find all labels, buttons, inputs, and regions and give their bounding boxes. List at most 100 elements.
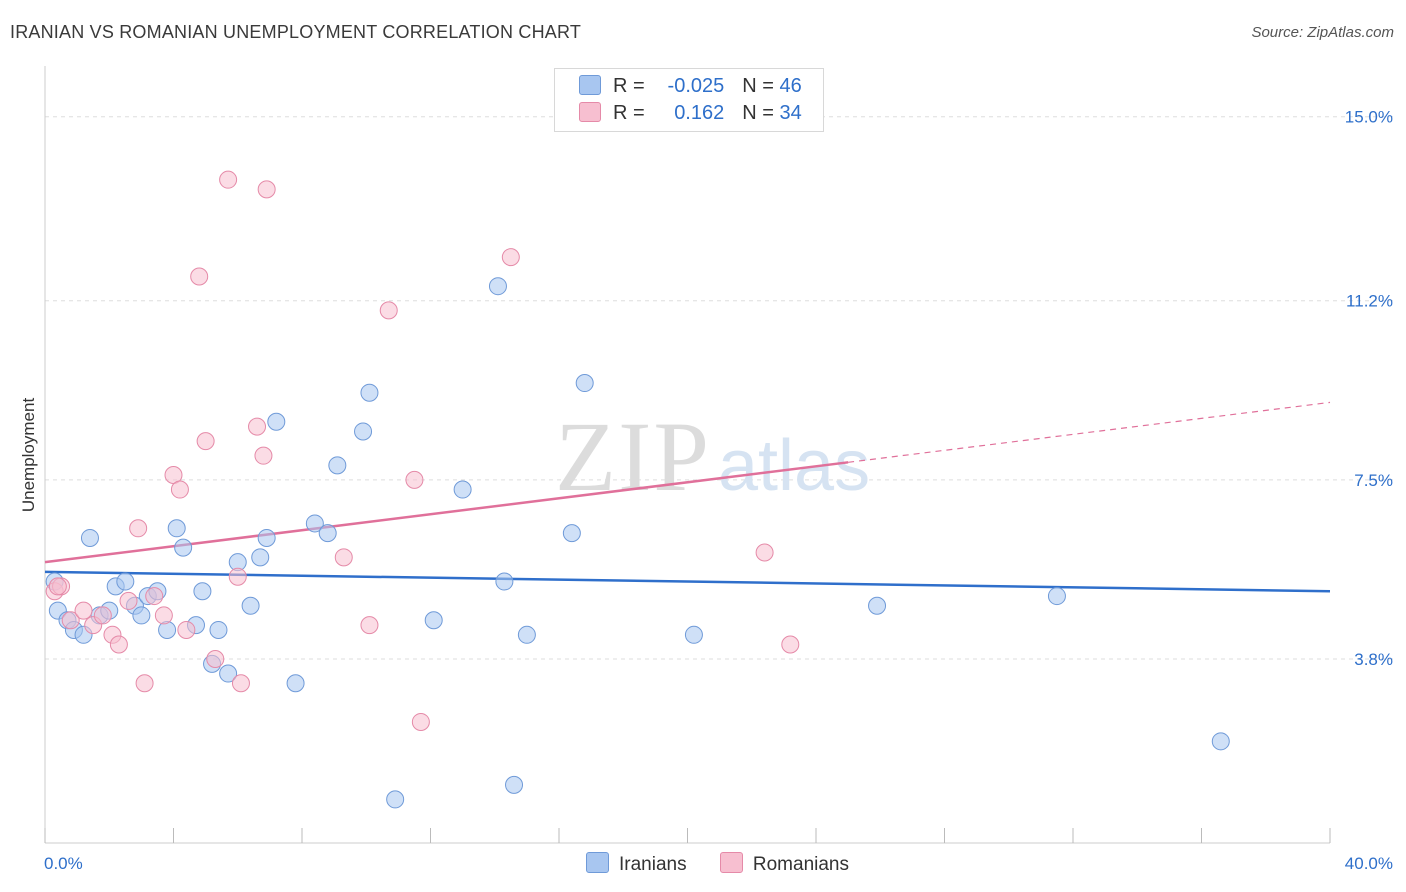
x-tick-label: 0.0% (44, 854, 83, 873)
source-label: Source: ZipAtlas.com (1251, 24, 1394, 41)
y-tick-label: 3.8% (1354, 650, 1393, 669)
point-romanians[interactable] (228, 567, 247, 586)
point-iranians[interactable] (868, 596, 887, 615)
point-iranians[interactable] (562, 524, 581, 543)
point-romanians[interactable] (254, 446, 273, 465)
point-romanians[interactable] (154, 606, 173, 625)
legend-n-value: 34 (779, 102, 802, 124)
point-iranians[interactable] (286, 674, 305, 693)
legend-n-value: 46 (779, 75, 802, 97)
point-romanians[interactable] (61, 611, 80, 630)
watermark: ZIP atlas (555, 401, 870, 512)
series-swatch-romanians (719, 852, 743, 873)
point-romanians[interactable] (257, 180, 276, 199)
legend-row-romanians: R = 0.162 N = 34 (579, 102, 802, 125)
point-iranians[interactable] (241, 596, 260, 615)
point-romanians[interactable] (196, 432, 215, 451)
y-axis-label: Unemployment (19, 398, 38, 513)
trend-line-extension-romanians (848, 401, 1331, 463)
point-iranians[interactable] (575, 374, 594, 393)
point-iranians[interactable] (257, 528, 276, 547)
point-iranians[interactable] (267, 412, 286, 431)
legend-r-label: R = (613, 75, 645, 97)
point-romanians[interactable] (248, 417, 267, 436)
y-tick-label: 7.5% (1354, 471, 1393, 490)
point-romanians[interactable] (379, 301, 398, 320)
legend-r-value: -0.025 (667, 75, 725, 97)
point-iranians[interactable] (209, 620, 228, 639)
legend-n-label: N = (742, 75, 774, 97)
series-label: Iranians (619, 854, 687, 875)
legend-r-label: R = (613, 102, 645, 124)
point-iranians[interactable] (505, 775, 524, 794)
series-legend-iranians[interactable]: Iranians (586, 852, 687, 876)
point-romanians[interactable] (48, 577, 67, 596)
legend-r-value: 0.162 (674, 102, 725, 124)
point-iranians[interactable] (360, 383, 379, 402)
point-iranians[interactable] (193, 582, 212, 601)
legend-swatch-romanians (579, 102, 601, 122)
series-legend-romanians[interactable]: Romanians (719, 852, 849, 876)
point-romanians[interactable] (334, 548, 353, 567)
point-romanians[interactable] (145, 587, 164, 606)
point-iranians[interactable] (488, 277, 507, 296)
axes (44, 66, 1331, 844)
point-iranians[interactable] (132, 606, 151, 625)
point-romanians[interactable] (206, 650, 225, 669)
series-swatch-iranians (586, 852, 609, 873)
series-label: Romanians (752, 854, 849, 875)
series-legend: Iranians Romanians (586, 852, 877, 876)
point-romanians[interactable] (109, 635, 128, 654)
point-iranians[interactable] (318, 524, 337, 543)
watermark-atlas: atlas (718, 426, 870, 506)
point-romanians[interactable] (781, 635, 800, 654)
point-romanians[interactable] (177, 620, 196, 639)
point-iranians[interactable] (424, 611, 443, 630)
point-iranians[interactable] (386, 790, 405, 809)
chart-title: IRANIAN VS ROMANIAN UNEMPLOYMENT CORRELA… (10, 22, 582, 42)
data-points (45, 170, 1230, 809)
x-tick-label: 40.0% (1345, 854, 1393, 873)
point-romanians[interactable] (170, 480, 189, 499)
point-iranians[interactable] (354, 422, 373, 441)
y-tick-label: 15.0% (1345, 108, 1393, 127)
point-iranians[interactable] (1211, 732, 1230, 751)
point-romanians[interactable] (231, 674, 250, 693)
point-iranians[interactable] (517, 625, 536, 644)
point-romanians[interactable] (93, 606, 112, 625)
point-iranians[interactable] (1047, 587, 1066, 606)
y-tick-label: 11.2% (1346, 292, 1393, 311)
point-iranians[interactable] (174, 538, 193, 557)
point-iranians[interactable] (219, 664, 238, 683)
legend-n-label: N = (742, 102, 774, 124)
point-romanians[interactable] (360, 616, 379, 635)
tick-labels: 3.8% 7.5% 11.2% 15.0% 0.0% 40.0% (44, 108, 1393, 873)
point-romanians[interactable] (219, 170, 238, 189)
point-romanians[interactable] (129, 519, 148, 538)
correlation-legend: R = -0.025 N = 46 R = 0.162 N = 34 (554, 68, 824, 132)
point-iranians[interactable] (158, 620, 177, 639)
point-romanians[interactable] (190, 267, 209, 286)
point-iranians[interactable] (80, 528, 99, 547)
watermark-zip: ZIP (555, 401, 711, 512)
point-iranians[interactable] (453, 480, 472, 499)
point-romanians[interactable] (501, 248, 520, 267)
point-romanians[interactable] (74, 601, 93, 620)
point-iranians[interactable] (305, 514, 324, 533)
point-romanians[interactable] (135, 674, 154, 693)
point-romanians[interactable] (411, 712, 430, 731)
point-iranians[interactable] (495, 572, 514, 591)
point-iranians[interactable] (328, 456, 347, 475)
gridlines (45, 116, 1394, 660)
point-iranians[interactable] (167, 519, 186, 538)
point-romanians[interactable] (405, 470, 424, 489)
point-romanians[interactable] (755, 543, 774, 562)
trend-line-iranians (44, 570, 1331, 593)
point-iranians[interactable] (116, 572, 135, 591)
legend-row-iranians: R = -0.025 N = 46 (579, 75, 802, 98)
point-iranians[interactable] (251, 548, 270, 567)
legend-swatch-iranians (579, 75, 601, 95)
point-romanians[interactable] (119, 591, 138, 610)
point-iranians[interactable] (684, 625, 703, 644)
